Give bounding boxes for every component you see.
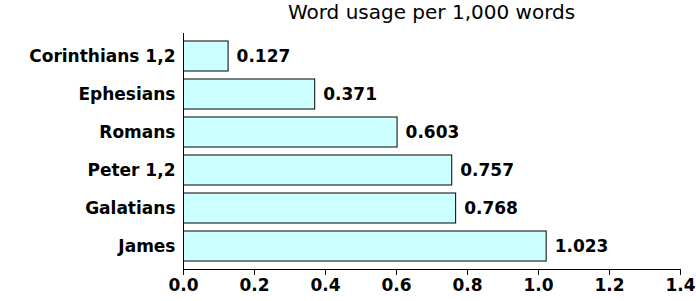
svg-text:0.0: 0.0 bbox=[168, 275, 198, 295]
svg-text:1.4: 1.4 bbox=[665, 275, 695, 295]
svg-text:Corinthians 1,2: Corinthians 1,2 bbox=[29, 46, 175, 66]
svg-text:Galatians: Galatians bbox=[85, 198, 175, 218]
svg-text:0.8: 0.8 bbox=[452, 275, 482, 295]
svg-text:0.603: 0.603 bbox=[406, 122, 460, 142]
svg-text:0.6: 0.6 bbox=[381, 275, 411, 295]
svg-text:James: James bbox=[117, 236, 175, 256]
svg-text:1.0: 1.0 bbox=[523, 275, 553, 295]
html-text:Word usage per 1,000 words: Word usage per 1,000 words bbox=[287, 0, 576, 24]
svg-text:0.371: 0.371 bbox=[323, 84, 377, 104]
svg-text:0.127: 0.127 bbox=[237, 46, 291, 66]
svg-text:1.2: 1.2 bbox=[594, 275, 624, 295]
svg-text:Romans: Romans bbox=[99, 122, 175, 142]
svg-text:1.023: 1.023 bbox=[555, 236, 609, 256]
svg-text:0.4: 0.4 bbox=[310, 275, 340, 295]
svg-text:0.768: 0.768 bbox=[464, 198, 518, 218]
svg-text:0.757: 0.757 bbox=[460, 160, 514, 180]
svg-text:Peter 1,2: Peter 1,2 bbox=[87, 160, 175, 180]
svg-text:Ephesians: Ephesians bbox=[78, 84, 175, 104]
svg-text:0.2: 0.2 bbox=[239, 275, 269, 295]
